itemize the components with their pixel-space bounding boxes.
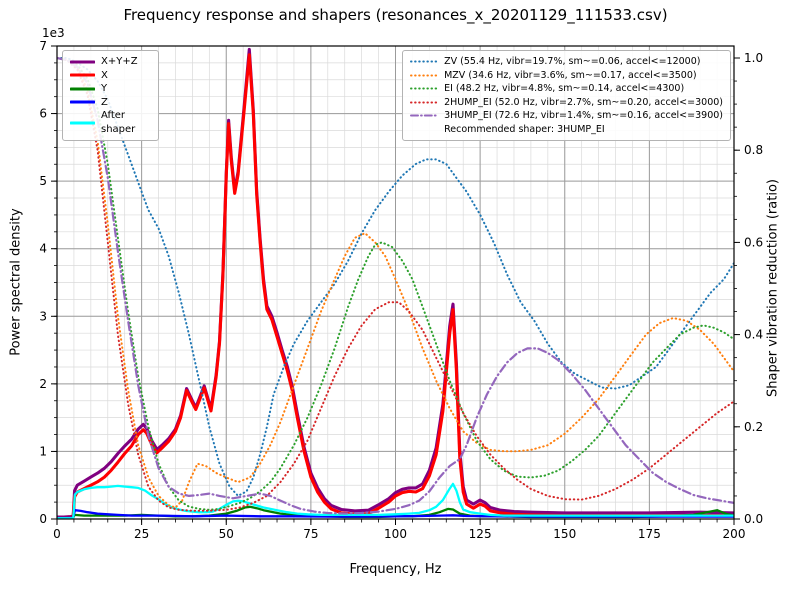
legend-swatch-x+y+z xyxy=(70,60,95,64)
legend-swatch-3hump_ei xyxy=(410,114,439,117)
legend-item-zv: ZV (55.4 Hz, vibr=19.7%, sm~=0.06, accel… xyxy=(410,55,723,69)
legend-item-2hump_ei: 2HUMP_EI (52.0 Hz, vibr=2.7%, sm~=0.20, … xyxy=(410,96,723,110)
legend-swatch-x xyxy=(70,73,95,77)
legend-swatch-2hump_ei xyxy=(410,101,439,104)
y-left-tick-label: 7 xyxy=(39,39,47,53)
x-tick-label: 175 xyxy=(638,527,661,541)
legend-swatch-z xyxy=(70,100,95,104)
legend-psd: X+Y+Z X Y Z After shaper xyxy=(62,50,159,141)
legend-swatch-y xyxy=(70,87,95,91)
legend-item-label: EI (48.2 Hz, vibr=4.8%, sm~=0.14, accel<… xyxy=(444,83,685,94)
y-left-tick-label: 0 xyxy=(39,512,47,526)
x-tick-label: 25 xyxy=(134,527,149,541)
legend-item-label: X xyxy=(101,69,108,81)
curve-zv xyxy=(57,57,734,497)
curve-z xyxy=(57,509,734,519)
y-left-tick-label: 6 xyxy=(39,107,47,121)
legend-item-label: Z xyxy=(101,96,108,108)
legend-item-label: 2HUMP_EI (52.0 Hz, vibr=2.7%, sm~=0.20, … xyxy=(444,96,723,108)
y-axis-right-label: Shaper vibration reduction (ratio) xyxy=(765,179,781,397)
legend-swatch-ei xyxy=(410,87,439,90)
y-left-tick-label: 5 xyxy=(39,174,47,188)
curve-ei xyxy=(57,57,734,511)
legend-item-label: 3HUMP_EI (72.6 Hz, vibr=1.4%, sm~=0.16, … xyxy=(444,110,723,121)
x-tick-label: 200 xyxy=(723,527,746,541)
recommended-shaper-text: Recommended shaper: 3HUMP_EI xyxy=(444,123,605,135)
legend-item-label: ZV (55.4 Hz, vibr=19.7%, sm~=0.06, accel… xyxy=(444,56,701,67)
y-right-tick-label: 0.4 xyxy=(744,328,763,342)
x-tick-label: 150 xyxy=(553,527,576,541)
legend-item-x: X xyxy=(70,69,151,83)
x-tick-label: 50 xyxy=(219,527,234,541)
x-tick-label: 125 xyxy=(469,527,492,541)
curve-x xyxy=(57,53,734,519)
y-left-tick-label: 4 xyxy=(39,242,47,256)
legend-item-z: Z xyxy=(70,96,151,110)
y-right-tick-label: 1.0 xyxy=(744,51,763,65)
legend-item-x-y-z: X+Y+Z xyxy=(70,55,151,69)
x-tick-label: 0 xyxy=(53,527,61,541)
legend-swatch-after xyxy=(70,121,95,124)
legend-swatch-zv xyxy=(410,60,439,63)
y-axis-left-label: Power spectral density xyxy=(8,208,24,356)
y-right-tick-label: 0.6 xyxy=(744,235,763,249)
legend-item-label: After shaper xyxy=(101,110,136,135)
chart-title: Frequency response and shapers (resonanc… xyxy=(123,6,668,24)
y-right-tick-label: 0.8 xyxy=(744,143,763,157)
x-tick-label: 100 xyxy=(384,527,407,541)
legend-item-ei: EI (48.2 Hz, vibr=4.8%, sm~=0.14, accel<… xyxy=(410,82,723,96)
legend-shapers: ZV (55.4 Hz, vibr=19.7%, sm~=0.06, accel… xyxy=(402,50,731,141)
curve-mzv xyxy=(57,57,734,509)
legend-item-label: MZV (34.6 Hz, vibr=3.6%, sm~=0.17, accel… xyxy=(444,69,697,81)
x-axis-label: Frequency, Hz xyxy=(349,562,442,577)
x-tick-label: 75 xyxy=(303,527,318,541)
y-right-tick-label: 0.2 xyxy=(744,420,763,434)
legend-item-3hump_ei: 3HUMP_EI (72.6 Hz, vibr=1.4%, sm~=0.16, … xyxy=(410,109,723,123)
y-left-tick-label: 1 xyxy=(39,444,47,458)
y-left-tick-label: 2 xyxy=(39,377,47,391)
legend-item-after-shaper: After shaper xyxy=(70,109,151,136)
legend-item-mzv: MZV (34.6 Hz, vibr=3.6%, sm~=0.17, accel… xyxy=(410,69,723,83)
curve-2hump-ei xyxy=(57,57,734,512)
legend-item-y: Y xyxy=(70,82,151,96)
y-right-tick-label: 0.0 xyxy=(744,512,763,526)
curve-3hump-ei xyxy=(57,56,734,515)
legend-item-label: Y xyxy=(101,83,108,94)
legend-swatch-mzv xyxy=(410,74,439,77)
y-left-tick-label: 3 xyxy=(39,309,47,323)
y-axis-offset-text: 1e3 xyxy=(42,26,65,40)
curve-after-shaper xyxy=(57,482,734,519)
legend-item-label: X+Y+Z xyxy=(101,56,138,67)
